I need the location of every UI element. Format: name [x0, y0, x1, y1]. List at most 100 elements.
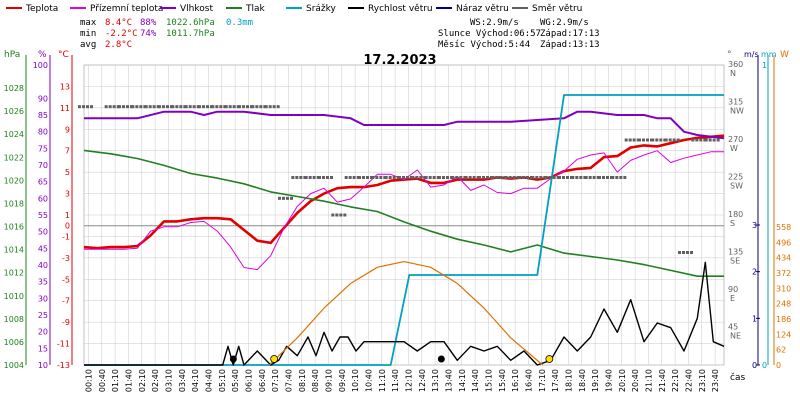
temperature-axis-tick: 3	[65, 190, 70, 199]
x-tick-label: 08:10	[298, 369, 307, 392]
pressure-axis-tick: 1024	[4, 130, 24, 139]
wind-axis-tick: 1	[752, 314, 757, 323]
humidity-axis-tick: 20	[38, 328, 48, 337]
x-tick-label: 09:40	[338, 369, 347, 392]
wind-direction-point	[482, 176, 485, 179]
legend-label: Náraz větru	[456, 4, 509, 14]
x-tick-label: 14:10	[458, 369, 467, 392]
wind-direction-point	[290, 196, 293, 200]
temperature-axis-tick: -7	[62, 297, 70, 306]
pressure-axis-tick: 1028	[4, 84, 24, 93]
solar-axis-tick: 496	[776, 238, 791, 247]
temperature-axis-tick: -3	[62, 254, 70, 263]
legend-label: Směr větru	[532, 4, 582, 14]
wind-direction-point	[108, 105, 112, 109]
wind-direction-point	[708, 138, 712, 142]
x-tick-label: 08:40	[311, 369, 320, 392]
wind-direction-point	[228, 105, 232, 109]
axis-unit-mm: mm	[761, 50, 777, 59]
wind-direction-point	[678, 251, 681, 254]
wind-direction-point	[651, 138, 655, 142]
wind-direction-point	[402, 176, 405, 179]
humidity-axis-tick: 45	[38, 244, 48, 253]
humidity-axis-tick: 40	[38, 261, 48, 270]
wind-direction-point	[411, 176, 415, 179]
x-tick-label: 12:10	[404, 369, 413, 392]
wind-direction-point	[478, 176, 481, 179]
moonset-marker	[437, 355, 445, 363]
temperature-axis-tick: -1	[62, 232, 70, 241]
x-tick-label: 21:40	[658, 369, 667, 392]
x-tick-label: 17:40	[551, 369, 560, 392]
wind-direction-point	[232, 105, 236, 109]
wind-direction-point	[539, 176, 543, 179]
wind-direction-point	[118, 105, 121, 109]
wind-direction-point	[352, 176, 356, 179]
pressure-axis-tick: 1006	[4, 338, 24, 347]
wind-direction-point	[82, 105, 85, 109]
legend-label: Rychlost větru	[368, 4, 433, 14]
stats-avg-temp: 2.8°C	[105, 40, 132, 50]
wind-direction-point	[415, 176, 419, 179]
solar-axis-tick: 310	[776, 284, 791, 293]
moon-set-info: Západ:13:13	[540, 40, 600, 50]
wind-direction-point	[508, 176, 512, 179]
humidity-axis-tick: 30	[38, 294, 48, 303]
wind-direction-point	[495, 176, 499, 179]
wind-direction-point	[104, 105, 108, 109]
wind-direction-point	[584, 176, 588, 179]
direction-axis-name: E	[730, 294, 735, 303]
pressure-axis-tick: 1016	[4, 223, 24, 232]
rain-axis-tick: 1	[762, 61, 767, 70]
humidity-axis-tick: 50	[38, 228, 48, 237]
wind-direction-point	[695, 138, 699, 142]
wind-direction-point	[215, 105, 219, 109]
wind-direction-point	[206, 105, 209, 109]
direction-axis-tick: 180	[728, 210, 743, 219]
wind-direction-point	[192, 105, 196, 109]
solar-axis-tick: 434	[776, 254, 791, 263]
markers	[229, 355, 554, 363]
x-tick-label: 15:10	[484, 369, 493, 392]
direction-axis-tick: 90	[728, 285, 738, 294]
direction-axis-name: SW	[730, 182, 743, 191]
x-tick-label: 17:10	[538, 369, 547, 392]
temperature-axis-tick: 7	[65, 147, 70, 156]
wind-direction-point	[472, 176, 476, 179]
wind-direction-point	[638, 138, 641, 142]
wind-direction-point	[162, 105, 165, 109]
direction-axis-tick: 270	[728, 135, 743, 144]
x-tick-label: 05:40	[231, 369, 240, 392]
moonrise-marker	[229, 355, 237, 363]
direction-axis-name: SE	[730, 257, 740, 266]
wind-direction-point	[602, 176, 605, 179]
wind-direction-point	[428, 176, 432, 179]
wind-direction-point	[272, 105, 276, 109]
pressure-axis-tick: 1010	[4, 292, 24, 301]
wind-direction-point	[459, 176, 463, 179]
axis-unit-celsius: °C	[58, 50, 69, 60]
wind-direction-point	[468, 176, 472, 179]
legend-label: Srážky	[306, 4, 337, 14]
moon-rise-info: Měsíc Východ:5:44	[438, 40, 530, 50]
axis-unit-degree: °	[727, 50, 732, 60]
legend: Teplota Přízemní teplota Vlhkost Tlak Srážky…	[6, 4, 582, 14]
x-tick-label: 07:10	[271, 369, 280, 392]
wind-direction-point	[598, 176, 601, 179]
x-tick-label: 01:40	[124, 369, 133, 392]
direction-axis-name: NW	[730, 107, 744, 116]
wind-direction-point	[406, 176, 409, 179]
x-tick-label: 23:10	[698, 369, 707, 392]
humidity-axis-tick: 85	[38, 111, 48, 120]
wind-direction-point	[504, 176, 508, 179]
wind-axis-tick: 3	[752, 221, 757, 230]
x-tick-label: 23:40	[711, 369, 720, 392]
temperature-axis-tick: 11	[60, 104, 70, 113]
wind-direction-point	[499, 176, 503, 179]
x-tick-label: 13:10	[431, 369, 440, 392]
x-tick-label: 16:10	[511, 369, 520, 392]
wind-direction-point	[112, 105, 116, 109]
wind-direction-point	[628, 138, 632, 142]
wind-direction-point	[264, 105, 268, 109]
wind-direction-point	[312, 176, 316, 179]
